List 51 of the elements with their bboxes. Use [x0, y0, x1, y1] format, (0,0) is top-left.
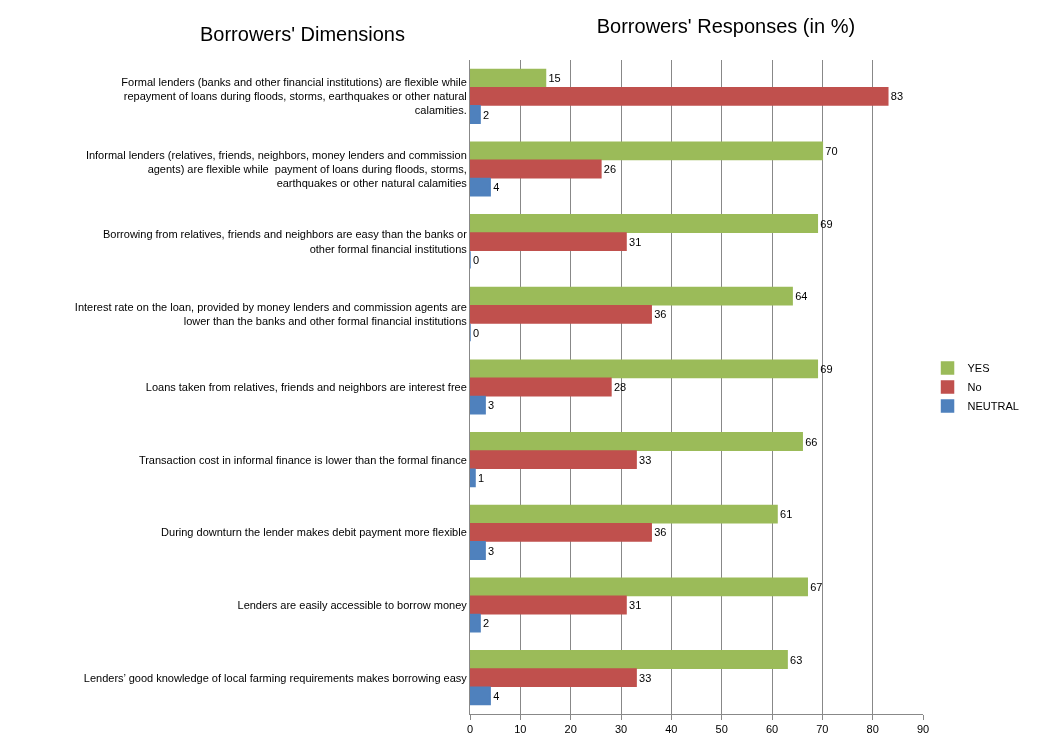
data-label: 83 — [890, 90, 904, 103]
data-label: 67 — [810, 580, 823, 593]
y-tick-label: Loans taken from relatives, friends and neighbors are interest free — [145, 380, 467, 393]
data-label: 69 — [820, 362, 833, 375]
x-tick-label: 20 — [564, 723, 577, 736]
x-tick-label: 70 — [816, 723, 829, 736]
x-tick-label: 10 — [514, 723, 527, 736]
x-tick-label: 50 — [715, 723, 728, 736]
data-label: 0 — [473, 253, 480, 266]
data-label: 33 — [639, 453, 652, 466]
x-tick-label: 0 — [466, 723, 474, 736]
data-label: 4 — [493, 689, 500, 702]
y-tick-label: Interest rate on the loan, provided by money lenders and commission agents are lower than the banks and other formal financial institutions — [74, 301, 468, 328]
data-label: 36 — [654, 308, 667, 321]
data-label: 66 — [805, 435, 818, 448]
data-label: 1 — [478, 471, 485, 484]
y-tick-label: Transaction cost in informal finance is lower than the formal finance — [138, 453, 467, 466]
data-label: 36 — [654, 526, 667, 539]
data-label: 2 — [483, 617, 490, 630]
y-tick-label: Borrowing from relatives, friends and neighbors are easy than the banks or other formal financial institutions — [102, 228, 468, 255]
data-label: 64 — [795, 290, 808, 303]
legend-label: NEUTRAL — [967, 400, 1019, 413]
y-tick-label: Lenders’ good knowledge of local farming requirements makes borrowing easy — [83, 671, 468, 684]
x-tick-label: 30 — [614, 723, 628, 736]
x-tick-label: 80 — [866, 723, 879, 736]
y-tick-label: Formal lenders (banks and other financial institutions) are flexible while repayment of loans during floods, storms, earthquakes or other natural calamities. — [121, 75, 467, 117]
data-label: 63 — [790, 653, 803, 666]
legend-label: No — [967, 381, 982, 394]
data-label: 61 — [780, 508, 793, 521]
data-label: 31 — [629, 599, 642, 611]
data-label: 4 — [493, 181, 500, 194]
x-tick-label: 40 — [665, 723, 678, 736]
legend-label: YES — [967, 362, 990, 375]
data-label: 28 — [613, 381, 627, 393]
data-label: 0 — [473, 326, 480, 339]
y-axis-title: Borrowers' Dimensions — [200, 23, 405, 45]
y-tick-label: Lenders are easily accessible to borrow money — [237, 598, 468, 611]
data-label: 31 — [629, 235, 642, 248]
data-label: 3 — [488, 544, 495, 557]
data-label: 33 — [639, 671, 652, 684]
data-label: 70 — [825, 144, 838, 157]
data-label: 3 — [488, 399, 495, 412]
data-label: 2 — [483, 108, 490, 121]
data-label: 26 — [603, 163, 617, 175]
data-label: 69 — [820, 217, 833, 230]
data-label: 15 — [548, 72, 561, 85]
x-tick-label: 60 — [765, 723, 779, 736]
x-tick-label: 90 — [916, 723, 930, 736]
chart-title: Borrowers' Responses (in %) — [596, 14, 856, 37]
y-tick-label: During downturn the lender makes debit payment more flexible — [161, 526, 467, 539]
y-tick-label: Informal lenders (relatives, friends, neighbors, money lenders and commission agents) are flexible while payment of loans during floods, storms, earthquakes or other natural calamities — [85, 148, 468, 190]
